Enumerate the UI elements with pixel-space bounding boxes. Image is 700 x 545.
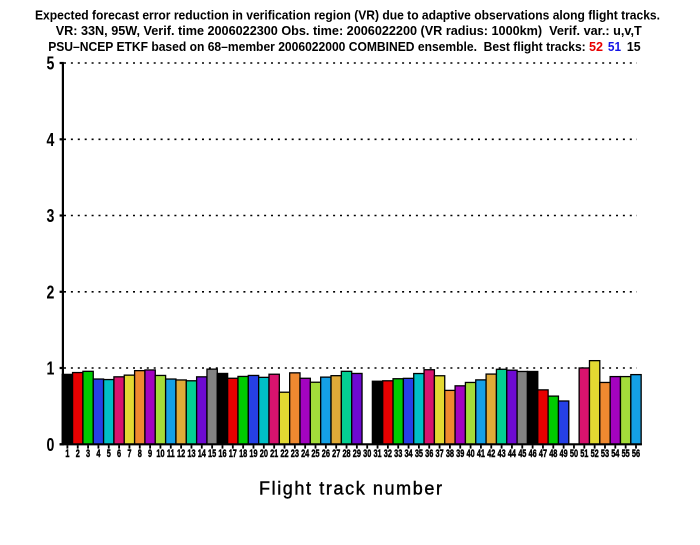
svg-text:44: 44 bbox=[508, 448, 517, 460]
svg-text:17: 17 bbox=[229, 448, 237, 460]
svg-text:19: 19 bbox=[249, 448, 257, 460]
svg-text:37: 37 bbox=[435, 448, 443, 460]
svg-text:38: 38 bbox=[446, 448, 454, 460]
svg-text:9: 9 bbox=[148, 448, 152, 460]
svg-text:Expected forecast error reduct: Expected forecast error reduction in ver… bbox=[35, 7, 660, 22]
svg-text:23: 23 bbox=[291, 448, 299, 460]
svg-text:32: 32 bbox=[384, 448, 392, 460]
svg-text:51: 51 bbox=[580, 448, 588, 460]
svg-text:20: 20 bbox=[260, 448, 268, 460]
svg-text:42: 42 bbox=[487, 448, 495, 460]
svg-text:54: 54 bbox=[611, 448, 620, 460]
svg-text:10: 10 bbox=[156, 448, 164, 460]
svg-text:5: 5 bbox=[107, 448, 111, 460]
svg-text:51: 51 bbox=[608, 39, 621, 54]
svg-text:47: 47 bbox=[539, 448, 547, 460]
svg-text:52: 52 bbox=[589, 39, 603, 54]
svg-text:VR: 33N, 95W, Verif. time 2006: VR: 33N, 95W, Verif. time 2006022300 Obs… bbox=[56, 23, 642, 38]
svg-text:3: 3 bbox=[86, 448, 90, 460]
svg-text:16: 16 bbox=[218, 448, 226, 460]
svg-text:0: 0 bbox=[46, 435, 54, 455]
svg-text:PSU–NCEP ETKF based on 68–memb: PSU–NCEP ETKF based on 68–member 2006022… bbox=[48, 39, 586, 54]
svg-text:43: 43 bbox=[498, 448, 506, 460]
svg-text:Flight track number: Flight track number bbox=[259, 479, 442, 499]
svg-text:56: 56 bbox=[632, 448, 640, 460]
svg-text:12: 12 bbox=[177, 448, 185, 460]
svg-text:39: 39 bbox=[456, 448, 464, 460]
svg-text:52: 52 bbox=[591, 448, 599, 460]
svg-text:28: 28 bbox=[342, 448, 350, 460]
svg-text:21: 21 bbox=[270, 448, 278, 460]
svg-text:4: 4 bbox=[96, 448, 101, 460]
svg-text:15: 15 bbox=[627, 39, 641, 54]
svg-text:41: 41 bbox=[477, 448, 485, 460]
svg-text:8: 8 bbox=[138, 448, 142, 460]
svg-text:14: 14 bbox=[198, 448, 207, 460]
svg-text:15: 15 bbox=[208, 448, 216, 460]
svg-text:1: 1 bbox=[46, 359, 54, 379]
svg-text:31: 31 bbox=[373, 448, 381, 460]
svg-text:7: 7 bbox=[127, 448, 131, 460]
svg-text:49: 49 bbox=[560, 448, 568, 460]
svg-text:11: 11 bbox=[167, 448, 175, 460]
svg-text:2: 2 bbox=[76, 448, 80, 460]
svg-text:4: 4 bbox=[46, 130, 54, 150]
svg-text:34: 34 bbox=[404, 448, 413, 460]
svg-text:46: 46 bbox=[529, 448, 537, 460]
svg-text:48: 48 bbox=[549, 448, 557, 460]
svg-text:40: 40 bbox=[466, 448, 474, 460]
svg-text:45: 45 bbox=[518, 448, 526, 460]
svg-text:53: 53 bbox=[601, 448, 609, 460]
svg-text:29: 29 bbox=[353, 448, 361, 460]
svg-text:26: 26 bbox=[322, 448, 330, 460]
svg-text:33: 33 bbox=[394, 448, 402, 460]
svg-text:35: 35 bbox=[415, 448, 423, 460]
svg-text:25: 25 bbox=[311, 448, 319, 460]
svg-text:6: 6 bbox=[117, 448, 121, 460]
svg-text:22: 22 bbox=[280, 448, 288, 460]
svg-text:27: 27 bbox=[332, 448, 340, 460]
svg-text:3: 3 bbox=[46, 207, 54, 227]
svg-text:50: 50 bbox=[570, 448, 578, 460]
svg-text:30: 30 bbox=[363, 448, 371, 460]
svg-text:1: 1 bbox=[65, 448, 69, 460]
svg-text:36: 36 bbox=[425, 448, 433, 460]
svg-text:55: 55 bbox=[622, 448, 630, 460]
svg-text:2: 2 bbox=[46, 283, 54, 303]
svg-text:13: 13 bbox=[187, 448, 195, 460]
svg-text:24: 24 bbox=[301, 448, 310, 460]
svg-text:18: 18 bbox=[239, 448, 247, 460]
svg-text:5: 5 bbox=[46, 54, 54, 74]
